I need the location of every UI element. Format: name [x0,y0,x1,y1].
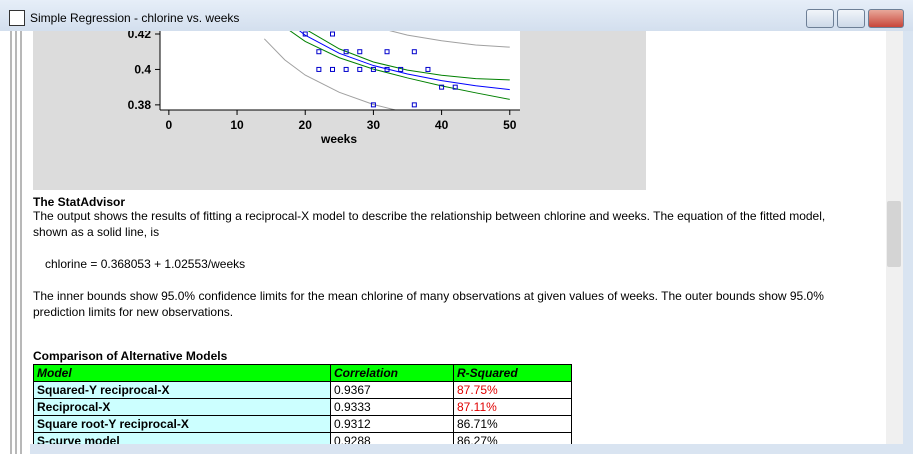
column-header: R-Squared [453,364,572,382]
table-cell: Squared-Y reciprocal-X [33,381,331,399]
table-row: Squared-Y reciprocal-X 0.9367 87.75% [33,381,572,399]
data-point [330,31,335,37]
data-point [398,66,404,72]
advisor-heading: The StatAdvisor [33,195,126,209]
table-cell: 86.71% [453,415,572,433]
data-point [384,66,390,72]
table-cell: 0.9333 [330,398,454,416]
scroll-thumb[interactable] [887,201,901,267]
data-point [343,49,349,55]
table-row: S-curve model 0.9288 86.27% [33,432,572,444]
data-point [425,66,431,72]
x-tick-label: 40 [435,118,449,132]
window-title: Simple Regression - chlorine vs. weeks [30,11,240,25]
table-cell: 86.27% [453,432,572,444]
data-point [452,84,458,90]
header-row: Model Correlation R-Squared [33,364,572,382]
data-point [370,66,376,72]
data-point [384,49,390,55]
table-cell: 0.9288 [330,432,454,444]
fit-line [389,31,510,48]
fit-line [263,38,398,110]
chart-panel: weeks 0 10 20 30 40 50 0.38 0.4 0.42 [33,31,646,190]
data-point [302,31,308,37]
y-tick-label: 0.38 [128,98,152,112]
close-button[interactable] [868,9,904,28]
fit-line [299,31,510,91]
plot-area [160,31,520,110]
y-tick-label: 0.42 [128,31,152,41]
x-tick-label: 0 [166,118,173,132]
data-point [411,49,417,55]
scrollbar[interactable] [886,31,903,444]
x-tick-label: 50 [503,118,517,132]
chart: weeks 0 10 20 30 40 50 0.38 0.4 0.42 [128,31,520,146]
data-point [330,66,335,72]
table-cell: 87.11% [453,398,572,416]
column-header: Model [33,364,331,382]
data-point [343,66,349,72]
table-row: Reciprocal-X 0.9333 87.11% [33,398,572,416]
data-point [370,102,376,108]
left-panel-border [0,31,30,454]
data-point [439,84,445,90]
fit-line [307,31,510,81]
y-tick-label: 0.4 [134,62,151,76]
data-point [316,49,322,55]
table-cell: S-curve model [33,432,331,444]
x-tick-label: 20 [299,118,313,132]
advisor-paragraph: The output shows the results of fitting … [33,209,826,239]
data-point [411,102,417,108]
x-axis-label: weeks [320,132,357,146]
table-cell: Square root-Y reciprocal-X [33,415,331,433]
table-title: Comparison of Alternative Models [33,349,228,363]
models-table: Model Correlation R-Squared Squared-Y recip… [33,364,572,444]
x-tick-label: 10 [230,118,244,132]
data-point [357,49,363,55]
output-pane: weeks 0 10 20 30 40 50 0.38 0.4 0.42 The StatAdv… [30,31,886,444]
table-cell: 0.9367 [330,381,454,399]
table-cell: 0.9312 [330,415,454,433]
advisor-paragraph: The inner bounds show 95.0% confidence l… [33,289,824,319]
table-cell: 87.75% [453,381,572,399]
table-row: Square root-Y reciprocal-X 0.9312 86.71% [33,415,572,433]
data-point [316,66,322,72]
fitted-equation: chlorine = 0.368053 + 1.02553/weeks [45,257,246,271]
fit-line [289,31,510,100]
app-icon [9,10,25,26]
data-point [357,66,363,72]
title-bar: Simple Regression - chlorine vs. weeks [0,0,913,31]
minimize-button[interactable] [806,9,834,28]
x-tick-label: 30 [367,118,381,132]
maximize-button[interactable] [837,9,865,28]
column-header: Correlation [330,364,454,382]
table-cell: Reciprocal-X [33,398,331,416]
